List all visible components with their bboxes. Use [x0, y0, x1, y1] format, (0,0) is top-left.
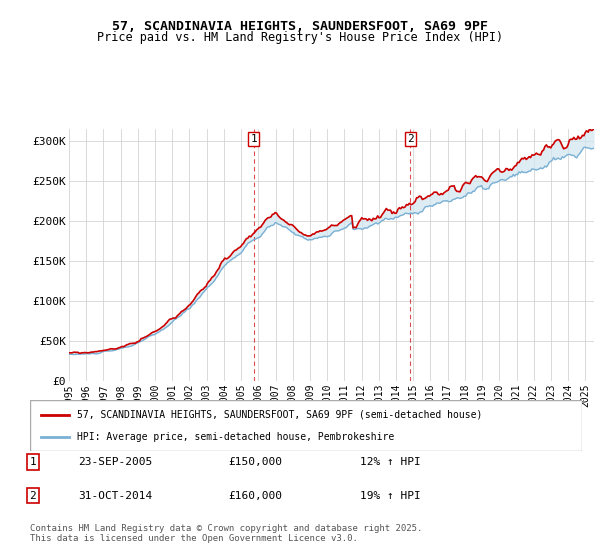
Text: 12% ↑ HPI: 12% ↑ HPI — [360, 457, 421, 467]
Text: 2: 2 — [407, 134, 414, 144]
Text: £150,000: £150,000 — [228, 457, 282, 467]
Text: 1: 1 — [250, 134, 257, 144]
Text: 57, SCANDINAVIA HEIGHTS, SAUNDERSFOOT, SA69 9PF (semi-detached house): 57, SCANDINAVIA HEIGHTS, SAUNDERSFOOT, S… — [77, 409, 482, 419]
Text: Price paid vs. HM Land Registry's House Price Index (HPI): Price paid vs. HM Land Registry's House … — [97, 31, 503, 44]
Text: £160,000: £160,000 — [228, 491, 282, 501]
Text: Contains HM Land Registry data © Crown copyright and database right 2025.
This d: Contains HM Land Registry data © Crown c… — [30, 524, 422, 543]
Text: 19% ↑ HPI: 19% ↑ HPI — [360, 491, 421, 501]
Text: 31-OCT-2014: 31-OCT-2014 — [78, 491, 152, 501]
Text: 57, SCANDINAVIA HEIGHTS, SAUNDERSFOOT, SA69 9PF: 57, SCANDINAVIA HEIGHTS, SAUNDERSFOOT, S… — [112, 20, 488, 32]
FancyBboxPatch shape — [30, 400, 582, 451]
Text: HPI: Average price, semi-detached house, Pembrokeshire: HPI: Average price, semi-detached house,… — [77, 432, 394, 442]
Text: 1: 1 — [29, 457, 37, 467]
Text: 23-SEP-2005: 23-SEP-2005 — [78, 457, 152, 467]
Text: 2: 2 — [29, 491, 37, 501]
